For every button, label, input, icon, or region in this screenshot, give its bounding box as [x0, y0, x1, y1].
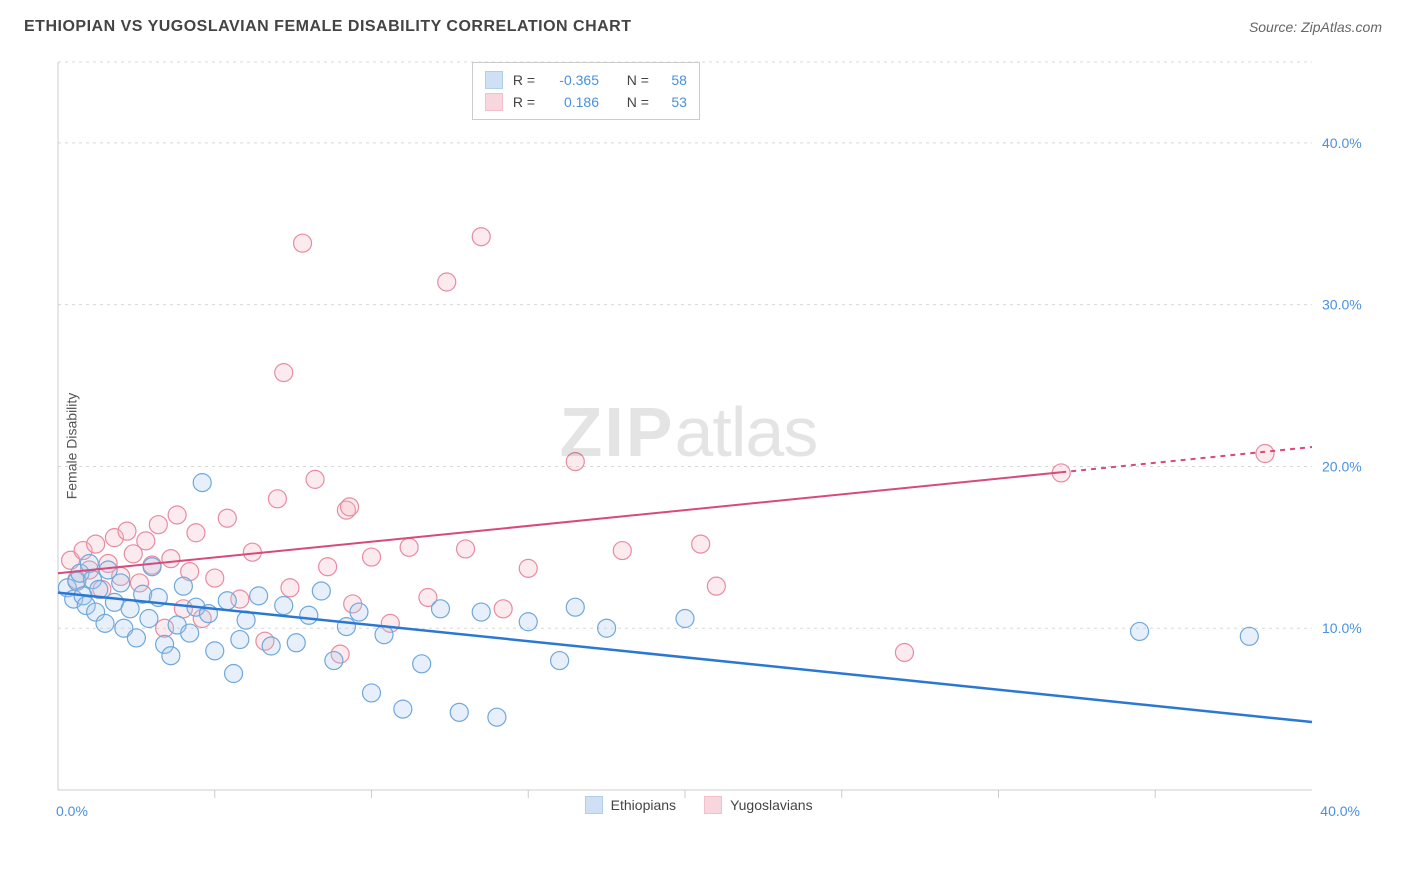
legend-swatch: [585, 796, 603, 814]
scatter-plot: 10.0% 20.0% 30.0% 40.0% 0.0% 40.0%: [56, 56, 1372, 826]
correlation-legend: R = -0.365 N = 58 R = 0.186 N = 53: [472, 62, 700, 120]
series-legend-item: Yugoslavians: [704, 796, 813, 814]
legend-row: R = 0.186 N = 53: [485, 91, 687, 113]
svg-text:0.0%: 0.0%: [56, 803, 88, 819]
legend-r-label: R =: [513, 69, 535, 91]
legend-r-label: R =: [513, 91, 535, 113]
svg-text:40.0%: 40.0%: [1320, 803, 1360, 819]
legend-n-value: 58: [659, 69, 687, 91]
legend-r-value: 0.186: [545, 91, 599, 113]
source-label: Source: ZipAtlas.com: [1249, 19, 1382, 35]
legend-swatch: [485, 93, 503, 111]
legend-swatch: [704, 796, 722, 814]
title-bar: ETHIOPIAN VS YUGOSLAVIAN FEMALE DISABILI…: [0, 0, 1406, 46]
svg-text:20.0%: 20.0%: [1322, 458, 1362, 474]
chart-title: ETHIOPIAN VS YUGOSLAVIAN FEMALE DISABILI…: [24, 18, 632, 36]
legend-n-label: N =: [627, 91, 649, 113]
legend-swatch: [485, 71, 503, 89]
svg-text:10.0%: 10.0%: [1322, 620, 1362, 636]
svg-text:40.0%: 40.0%: [1322, 135, 1362, 151]
series-name: Ethiopians: [611, 797, 676, 813]
legend-n-label: N =: [627, 69, 649, 91]
series-legend-item: Ethiopians: [585, 796, 676, 814]
chart-area: 10.0%20.0%30.0%40.0%0.0%40.0% ZIPatlas R…: [56, 56, 1372, 826]
legend-row: R = -0.365 N = 58: [485, 69, 687, 91]
legend-r-value: -0.365: [545, 69, 599, 91]
svg-text:30.0%: 30.0%: [1322, 297, 1362, 313]
series-name: Yugoslavians: [730, 797, 813, 813]
legend-n-value: 53: [659, 91, 687, 113]
series-legend: Ethiopians Yugoslavians: [585, 796, 813, 814]
